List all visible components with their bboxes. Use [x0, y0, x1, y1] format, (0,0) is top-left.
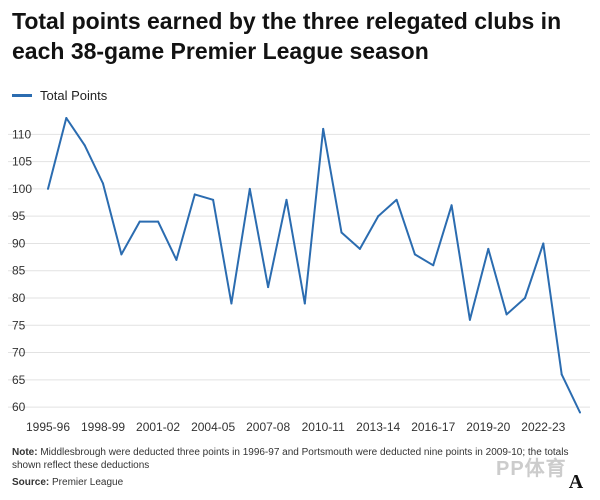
data-point [157, 220, 160, 223]
data-point [267, 286, 270, 289]
data-point [560, 373, 563, 376]
legend: Total Points [12, 88, 107, 103]
data-point [322, 127, 325, 130]
data-point [432, 264, 435, 267]
data-point [83, 144, 86, 147]
data-point [340, 231, 343, 234]
data-point [285, 198, 288, 201]
x-tick-label: 2010-11 [302, 420, 345, 434]
y-tick-label: 60 [12, 400, 26, 414]
x-tick-label: 1998-99 [81, 420, 125, 434]
x-tick-label: 2016-17 [411, 420, 455, 434]
data-point [138, 220, 141, 223]
x-tick-label: 2004-05 [191, 420, 235, 434]
data-point [395, 198, 398, 201]
source-text: Premier League [49, 477, 124, 488]
y-tick-label: 105 [12, 155, 32, 169]
x-tick-label: 2022-23 [521, 420, 565, 434]
data-point [505, 313, 508, 316]
x-tick-label: 2007-08 [246, 420, 290, 434]
data-point [175, 258, 178, 261]
data-point [450, 204, 453, 207]
data-point [230, 302, 233, 305]
data-point [120, 253, 123, 256]
data-point [468, 318, 471, 321]
source-line: Source: Premier League [12, 477, 123, 488]
y-tick-label: 100 [12, 182, 32, 196]
x-tick-label: 2013-14 [356, 420, 400, 434]
y-tick-label: 65 [12, 373, 26, 387]
y-tick-label: 90 [12, 236, 26, 250]
series-line-total-points [47, 117, 581, 413]
data-point [248, 187, 251, 190]
y-tick-label: 110 [12, 127, 31, 141]
data-point [65, 117, 68, 119]
data-point [377, 215, 380, 218]
footnote-label: Note: [12, 447, 38, 458]
data-point [579, 411, 581, 414]
legend-swatch [12, 94, 32, 97]
chart-title: Total points earned by the three relegat… [12, 8, 562, 64]
data-point [102, 182, 105, 185]
data-point [47, 187, 49, 190]
data-point [193, 193, 196, 196]
publisher-logo: A [568, 471, 584, 493]
watermark: PP体育 [496, 458, 567, 480]
data-point [303, 302, 306, 305]
legend-label: Total Points [40, 88, 108, 103]
footnote: Note: Middlesbrough were deducted three … [12, 446, 572, 472]
x-tick-label: 2019-20 [466, 420, 510, 434]
data-point [212, 198, 215, 201]
source-label: Source: [12, 477, 50, 488]
y-tick-label: 75 [12, 318, 26, 332]
y-tick-label: 85 [12, 264, 26, 278]
y-tick-label: 70 [12, 346, 26, 360]
data-point [358, 247, 361, 250]
data-point [413, 253, 416, 256]
x-tick-label: 1995-96 [26, 420, 70, 434]
y-tick-label: 95 [12, 209, 26, 223]
data-point [487, 247, 490, 250]
data-point [542, 242, 545, 245]
data-point [523, 297, 526, 299]
y-tick-label: 80 [12, 291, 26, 305]
footnote-text: Middlesbrough were deducted three points… [12, 447, 569, 471]
x-tick-label: 2001-02 [136, 420, 180, 434]
